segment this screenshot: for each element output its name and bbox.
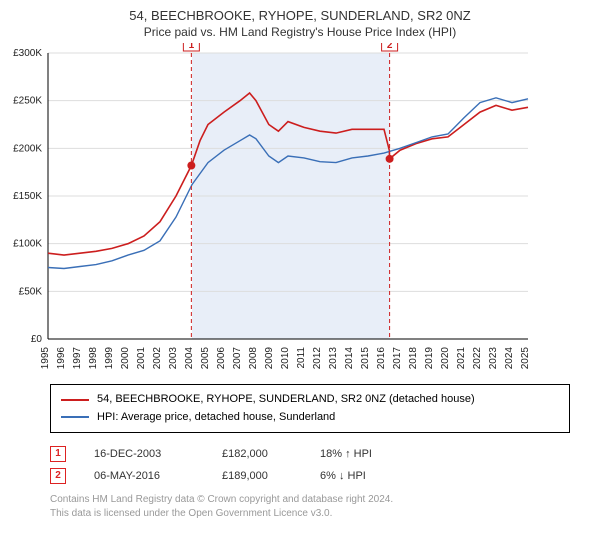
y-tick-label: £0 bbox=[31, 334, 43, 345]
title-block: 54, BEECHBROOKE, RYHOPE, SUNDERLAND, SR2… bbox=[0, 0, 600, 43]
legend: 54, BEECHBROOKE, RYHOPE, SUNDERLAND, SR2… bbox=[50, 384, 570, 433]
transaction-badge: 1 bbox=[50, 446, 66, 462]
transaction-row: 1 16-DEC-2003 £182,000 18% ↑ HPI bbox=[50, 443, 570, 465]
footer-attribution: Contains HM Land Registry data © Crown c… bbox=[50, 493, 570, 521]
y-tick-label: £250K bbox=[13, 96, 42, 107]
x-tick-label: 2007 bbox=[232, 347, 243, 370]
x-tick-label: 2022 bbox=[472, 347, 483, 370]
x-tick-label: 2004 bbox=[184, 347, 195, 370]
x-tick-label: 1999 bbox=[104, 347, 115, 370]
legend-item: HPI: Average price, detached house, Sund… bbox=[61, 409, 559, 427]
x-tick-label: 2024 bbox=[504, 347, 515, 370]
marker-badge: 1 bbox=[189, 43, 195, 51]
x-tick-label: 2017 bbox=[392, 347, 403, 370]
x-tick-label: 2018 bbox=[408, 347, 419, 370]
y-tick-label: £100K bbox=[13, 239, 42, 250]
transaction-row: 2 06-MAY-2016 £189,000 6% ↓ HPI bbox=[50, 465, 570, 487]
x-tick-label: 2011 bbox=[296, 347, 307, 369]
x-tick-label: 2006 bbox=[216, 347, 227, 370]
x-tick-label: 2020 bbox=[440, 347, 451, 370]
x-tick-label: 2019 bbox=[424, 347, 435, 370]
chart-container: 54, BEECHBROOKE, RYHOPE, SUNDERLAND, SR2… bbox=[0, 0, 600, 521]
x-tick-label: 1997 bbox=[72, 347, 83, 370]
y-tick-label: £50K bbox=[19, 286, 43, 297]
transactions-table: 1 16-DEC-2003 £182,000 18% ↑ HPI 2 06-MAY-201… bbox=[50, 443, 570, 487]
x-tick-label: 2002 bbox=[152, 347, 163, 370]
x-tick-label: 2009 bbox=[264, 347, 275, 370]
x-tick-label: 1996 bbox=[56, 347, 67, 370]
line-chart-svg: £0 £50K £100K £150K £200K £250K £300K 1995 1996 1… bbox=[0, 43, 540, 373]
x-tick-label: 2008 bbox=[248, 347, 259, 370]
x-tick-label: 2013 bbox=[328, 347, 339, 370]
transaction-price: £189,000 bbox=[222, 465, 292, 487]
legend-item: 54, BEECHBROOKE, RYHOPE, SUNDERLAND, SR2… bbox=[61, 391, 559, 409]
x-tick-label: 2023 bbox=[488, 347, 499, 370]
chart-title: 54, BEECHBROOKE, RYHOPE, SUNDERLAND, SR2… bbox=[0, 8, 600, 23]
marker-badge: 2 bbox=[387, 43, 393, 51]
legend-label: 54, BEECHBROOKE, RYHOPE, SUNDERLAND, SR2… bbox=[97, 391, 475, 409]
transaction-pct: 6% ↓ HPI bbox=[320, 465, 410, 487]
footer-line: Contains HM Land Registry data © Crown c… bbox=[50, 493, 570, 507]
transaction-badge: 2 bbox=[50, 468, 66, 484]
y-tick-label: £150K bbox=[13, 191, 42, 202]
chart-subtitle: Price paid vs. HM Land Registry's House … bbox=[0, 25, 600, 39]
x-tick-label: 2003 bbox=[168, 347, 179, 370]
transaction-price: £182,000 bbox=[222, 443, 292, 465]
x-tick-label: 2010 bbox=[280, 347, 291, 370]
transaction-date: 16-DEC-2003 bbox=[94, 443, 194, 465]
transaction-date: 06-MAY-2016 bbox=[94, 465, 194, 487]
y-tick-label: £200K bbox=[13, 143, 42, 154]
x-tick-label: 2005 bbox=[200, 347, 211, 370]
x-tick-label: 2016 bbox=[376, 347, 387, 370]
x-tick-label: 2021 bbox=[456, 347, 467, 370]
chart-area: £0 £50K £100K £150K £200K £250K £300K 1995 1996 1… bbox=[0, 43, 600, 378]
legend-swatch bbox=[61, 416, 89, 418]
x-tick-label: 2015 bbox=[360, 347, 371, 370]
x-tick-label: 1998 bbox=[88, 347, 99, 370]
footer-line: This data is licensed under the Open Gov… bbox=[50, 507, 570, 521]
transaction-pct: 18% ↑ HPI bbox=[320, 443, 410, 465]
legend-label: HPI: Average price, detached house, Sund… bbox=[97, 409, 335, 427]
x-tick-label: 2000 bbox=[120, 347, 131, 370]
x-tick-label: 2012 bbox=[312, 347, 323, 370]
x-tick-label: 2014 bbox=[344, 347, 355, 370]
y-tick-label: £300K bbox=[13, 48, 42, 59]
x-tick-label: 1995 bbox=[40, 347, 51, 370]
legend-swatch bbox=[61, 399, 89, 401]
x-tick-label: 2025 bbox=[520, 347, 531, 370]
x-tick-label: 2001 bbox=[136, 347, 147, 370]
